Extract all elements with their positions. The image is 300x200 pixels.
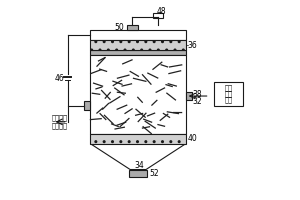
Text: 进入: 进入 <box>224 97 232 103</box>
Bar <box>186 92 192 100</box>
Bar <box>90 50 186 55</box>
Bar <box>153 13 163 18</box>
Text: 52: 52 <box>149 169 159 178</box>
Bar <box>85 101 90 110</box>
Text: 新鲜: 新鲜 <box>224 85 232 91</box>
Text: 原料出来: 原料出来 <box>52 123 68 129</box>
Text: 46: 46 <box>55 74 64 83</box>
Text: 原料: 原料 <box>224 91 232 97</box>
Bar <box>90 40 186 50</box>
Text: 50: 50 <box>115 23 124 32</box>
Bar <box>127 25 138 30</box>
Text: 32: 32 <box>193 97 202 106</box>
Bar <box>90 30 186 40</box>
Bar <box>90 134 186 144</box>
Text: 40: 40 <box>188 134 197 143</box>
Text: 经加工的: 经加工的 <box>52 115 68 121</box>
Text: 38: 38 <box>193 90 202 99</box>
Text: 34: 34 <box>134 161 144 170</box>
Polygon shape <box>90 144 186 170</box>
Bar <box>90 55 186 134</box>
Text: 48: 48 <box>157 7 166 16</box>
Bar <box>129 170 147 177</box>
Text: 36: 36 <box>188 41 197 50</box>
Bar <box>214 82 243 106</box>
